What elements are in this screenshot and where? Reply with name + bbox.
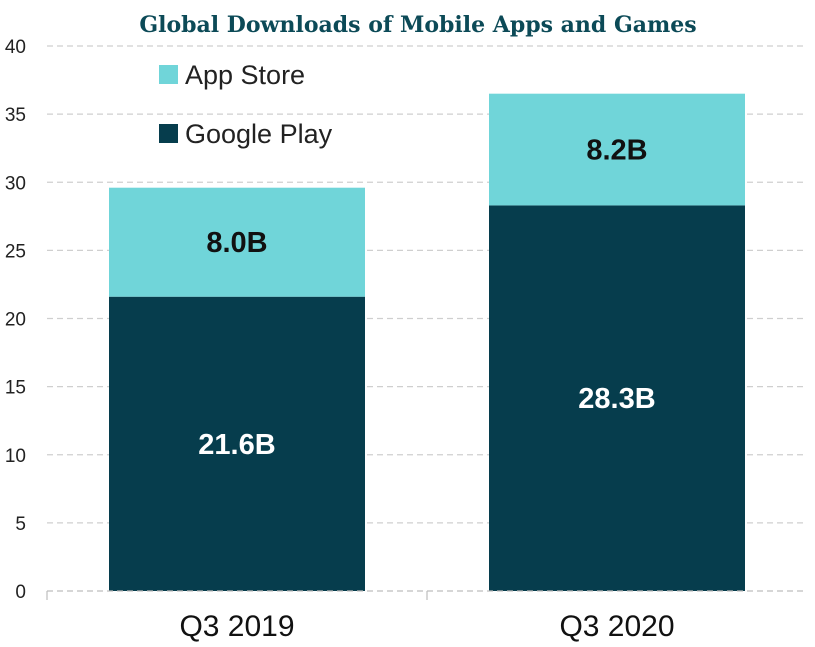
x-tick-label: Q3 2020 <box>559 610 674 643</box>
y-tick-label: 5 <box>15 514 26 535</box>
y-tick-label: 25 <box>5 241 26 262</box>
legend-swatch <box>159 124 178 143</box>
y-axis: 0 5 10 15 20 25 30 35 40 <box>5 37 26 603</box>
y-tick-label: 15 <box>5 378 26 399</box>
data-label: 8.0B <box>206 227 267 259</box>
legend: App Store Google Play <box>159 60 333 149</box>
bar-app-store-q3-2019 <box>109 187 365 297</box>
y-tick-label: 10 <box>5 446 26 467</box>
data-labels: 21.6B 8.0B 28.3B 8.2B <box>198 135 655 461</box>
x-tick-label: Q3 2019 <box>179 610 294 643</box>
data-label: 21.6B <box>198 429 275 461</box>
bar-google-play-q3-2019 <box>109 296 365 591</box>
bars <box>109 93 745 591</box>
y-tick-label: 0 <box>15 582 26 603</box>
y-tick-label: 40 <box>5 37 26 58</box>
bar-app-store-q3-2020 <box>489 93 745 206</box>
x-axis: Q3 2019 Q3 2020 <box>46 590 807 643</box>
data-label: 8.2B <box>586 135 647 167</box>
y-tick-label: 35 <box>5 105 26 126</box>
y-tick-label: 30 <box>5 173 26 194</box>
legend-label: App Store <box>185 60 305 90</box>
data-label: 28.3B <box>578 383 655 415</box>
legend-swatch <box>159 65 178 84</box>
bar-google-play-q3-2020 <box>489 205 745 591</box>
chart-title: Global Downloads of Mobile Apps and Game… <box>139 12 696 38</box>
legend-label: Google Play <box>185 119 333 149</box>
y-tick-label: 20 <box>5 310 26 331</box>
